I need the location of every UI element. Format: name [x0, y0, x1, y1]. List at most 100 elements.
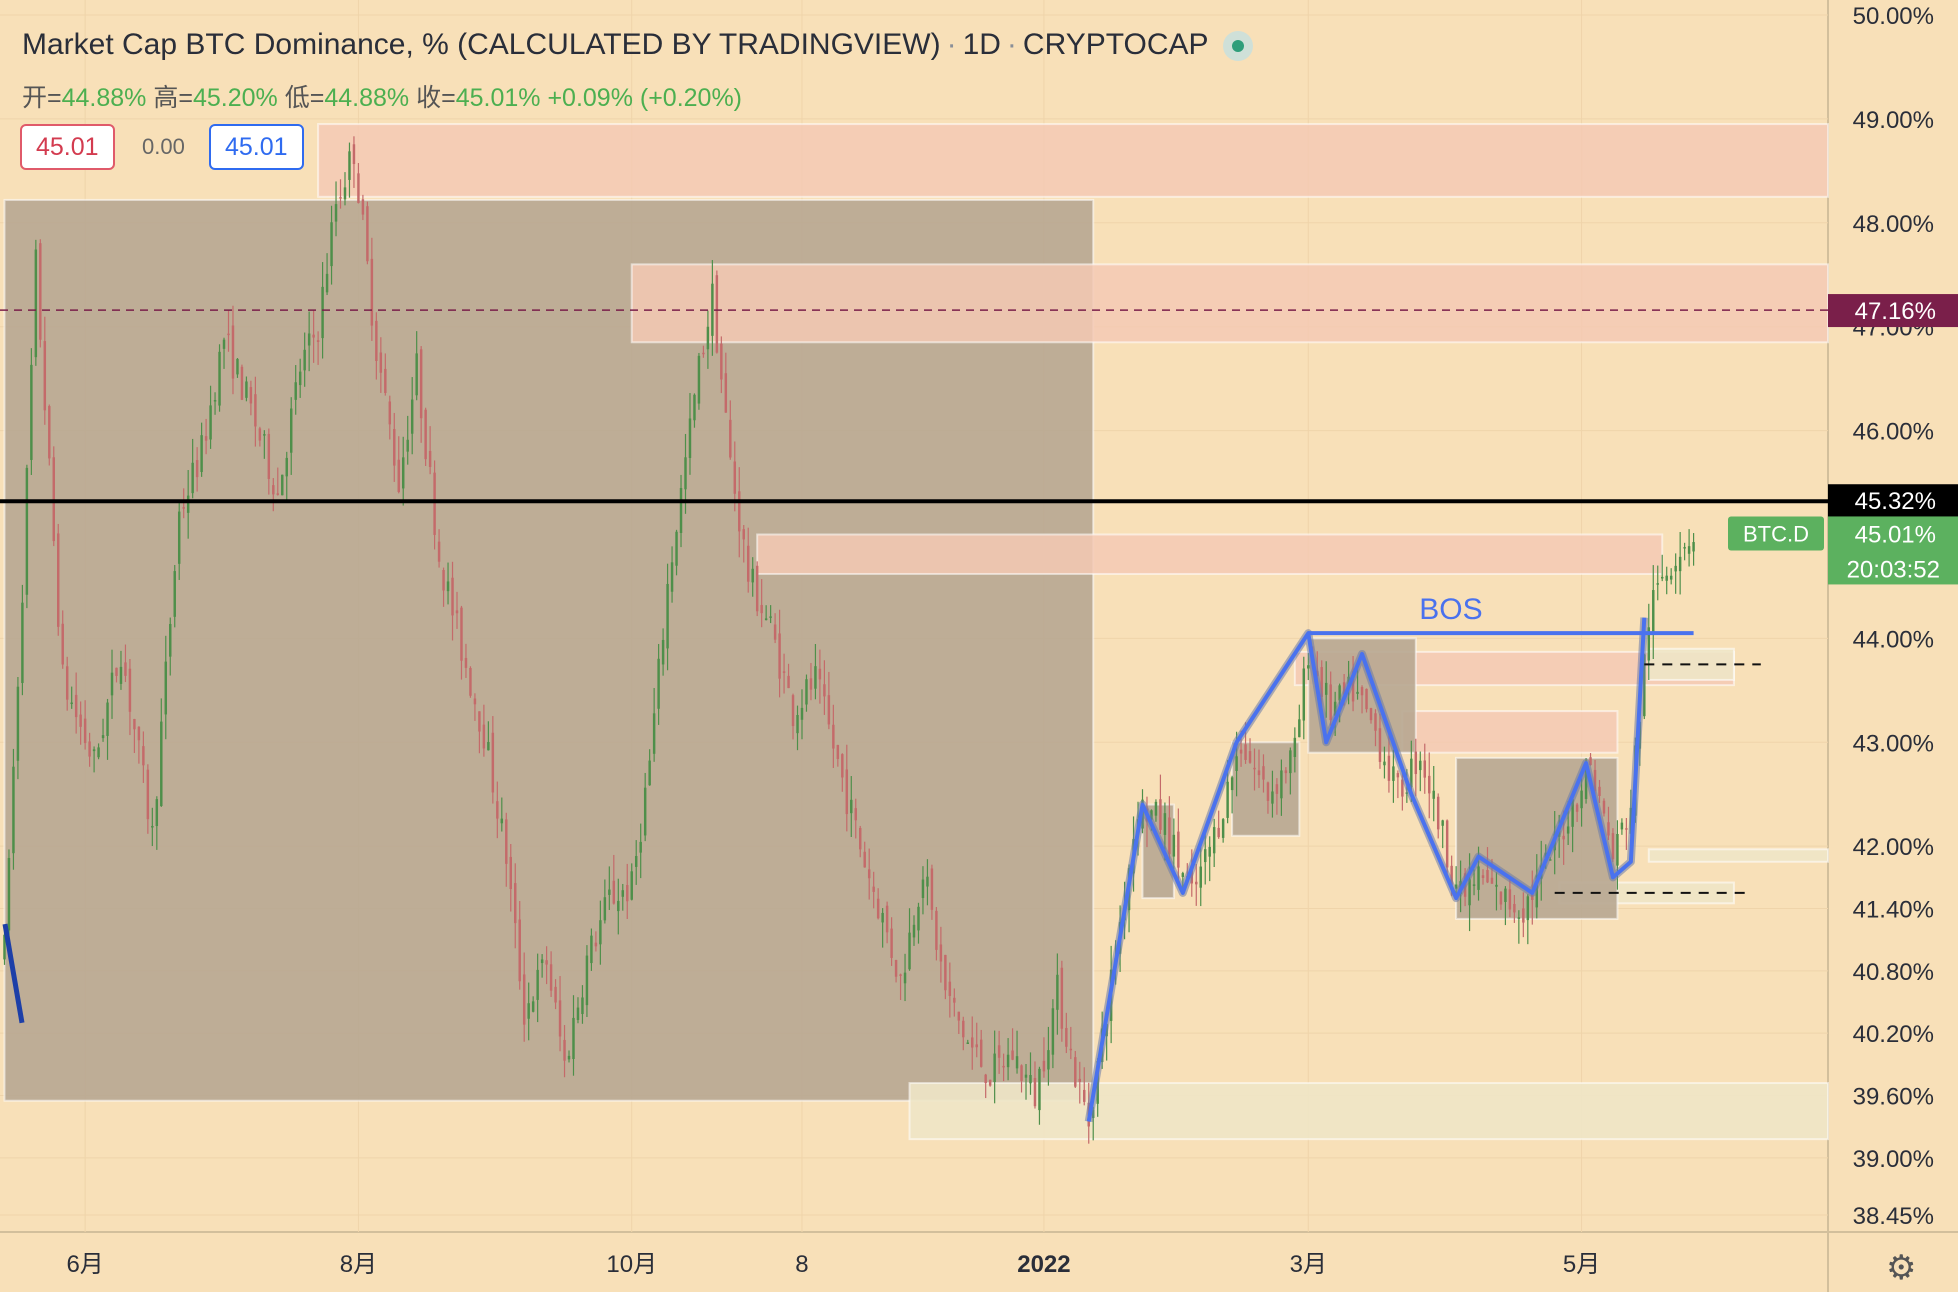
legend-separator: · [946, 28, 957, 61]
symbol-title: Market Cap BTC Dominance, % (CALCULATED … [22, 28, 941, 61]
candle-body [738, 491, 741, 532]
open-value: 44.88% [61, 84, 147, 112]
candle-body [1275, 784, 1279, 794]
candle-body [357, 173, 360, 203]
candle-body [1195, 881, 1198, 885]
candle-body [778, 633, 781, 679]
candle-body [142, 746, 145, 766]
candle-body [281, 474, 284, 496]
candle-body [110, 672, 114, 696]
candle-body [1383, 761, 1386, 766]
candle-body [258, 428, 262, 441]
candle-body [1571, 799, 1574, 827]
candle-body [563, 1039, 566, 1061]
candle-body [1199, 866, 1202, 888]
candle-body [1212, 827, 1216, 854]
candle-body [697, 355, 701, 404]
candle-body [1436, 796, 1440, 830]
candle-body [1065, 1027, 1068, 1047]
candle-body [191, 462, 194, 494]
y-tick-label: 44.00% [1853, 626, 1934, 653]
candle-body [106, 702, 109, 736]
candle-body [791, 695, 795, 727]
y-tick-label: 41.40% [1853, 897, 1934, 924]
candle-body [1221, 819, 1225, 838]
candle-body [1248, 751, 1252, 763]
candle-body [814, 666, 817, 689]
candle-body [478, 711, 481, 732]
candle-body [92, 749, 96, 752]
interval-label[interactable]: 1D [962, 28, 1001, 61]
sell-button[interactable]: 45.01 [20, 124, 115, 170]
candle-body [186, 495, 190, 513]
candle-body [1472, 884, 1476, 886]
candle-body [173, 571, 176, 617]
candle-body [491, 732, 495, 793]
market-status-icon[interactable] [1222, 31, 1253, 62]
candle-body [195, 460, 199, 478]
candle-body [1607, 822, 1610, 836]
buy-button[interactable]: 45.01 [209, 124, 304, 170]
y-tick-label: 49.00% [1853, 107, 1934, 134]
candle-body [25, 467, 29, 595]
candle-body [1006, 1054, 1010, 1068]
resistance-price-label: 45.32% [1855, 488, 1936, 515]
candle-body [979, 1039, 983, 1067]
legend-separator: · [1006, 28, 1017, 61]
candle-body [576, 1007, 580, 1020]
candle-body [469, 667, 472, 696]
candle-body [657, 658, 660, 709]
y-tick-label: 48.00% [1853, 211, 1934, 238]
y-tick-label: 46.00% [1853, 419, 1934, 446]
candle-body [406, 439, 409, 452]
x-tick-label: 6月 [66, 1251, 103, 1278]
candle-body [733, 461, 737, 494]
candle-body [688, 418, 692, 458]
candle-body [527, 1003, 530, 1019]
change-value: +0.09% (+0.20%) [547, 84, 743, 112]
candle-body [1396, 773, 1400, 778]
dark-zone [3, 198, 1095, 1102]
candle-body [204, 436, 208, 441]
candle-body [1293, 737, 1297, 757]
candle-body [437, 541, 441, 562]
candle-body [706, 326, 710, 350]
symbol-legend[interactable]: Market Cap BTC Dominance, % (CALCULATED … [22, 28, 1253, 62]
candle-body [930, 868, 934, 910]
candle-body [236, 358, 239, 375]
candle-body [1015, 1056, 1019, 1069]
trend-line [2, 923, 25, 1024]
candle-body [352, 144, 356, 165]
candle-body [1002, 1065, 1005, 1068]
candle-body [1401, 779, 1404, 797]
ohlc-values: 开=44.88% 高=45.20% 低=44.88% 收=45.01% +0.0… [22, 78, 742, 114]
candle-body [83, 718, 87, 744]
candle-body [97, 747, 100, 758]
candle-body [272, 485, 275, 495]
candle-body [39, 243, 42, 340]
candle-body [540, 959, 544, 964]
candle-body [1172, 834, 1176, 857]
candle-body [599, 920, 602, 945]
candle-body [742, 529, 745, 540]
gear-icon[interactable]: ⚙ [1886, 1249, 1917, 1287]
candle-body [715, 275, 719, 353]
candle-body [971, 1037, 974, 1048]
candle-body [773, 624, 777, 640]
candle-body [1620, 822, 1624, 830]
supply-zone [630, 263, 1829, 344]
candle-body [944, 954, 947, 991]
candle-body [200, 435, 203, 473]
candle-body [729, 419, 732, 458]
candle-body [1051, 1008, 1055, 1055]
candle-body [115, 667, 118, 676]
y-tick-label: 40.80% [1853, 959, 1934, 986]
candle-body [711, 283, 714, 336]
candle-body [720, 343, 723, 380]
candle-body [1584, 763, 1588, 799]
candle-body [885, 905, 889, 933]
candle-body [522, 974, 526, 1025]
candle-body [684, 457, 687, 490]
